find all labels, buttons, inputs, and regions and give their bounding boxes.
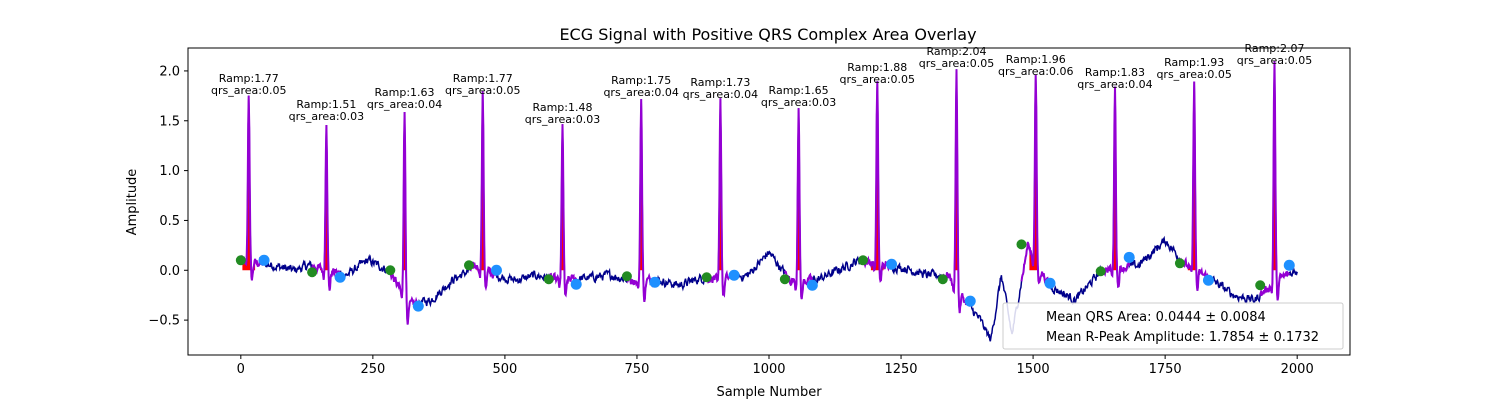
x-tick-label-1250: 1250 <box>884 362 917 377</box>
q-onset-marker-3 <box>385 265 396 276</box>
r-amp-annotation-5: Ramp:1.48 <box>532 101 592 114</box>
qrs-area-annotation-3: qrs_area:0.04 <box>367 98 442 111</box>
legend-entry-mean-qrs-area: Mean QRS Area: 0.0444 ± 0.0084 <box>1046 310 1266 325</box>
qrs-area-annotation-10: qrs_area:0.05 <box>919 57 994 70</box>
y-tick-label-1: 0.0 <box>159 264 180 279</box>
y-axis-ticks: −0.5 0.0 0.5 1.0 1.5 2.0 <box>148 64 188 329</box>
x-tick-label-1500: 1500 <box>1017 362 1050 377</box>
qrs-area-annotation-12: qrs_area:0.04 <box>1077 78 1152 91</box>
r-amp-annotation-13: Ramp:1.93 <box>1164 56 1224 69</box>
chart-title: ECG Signal with Positive QRS Complex Are… <box>559 25 976 44</box>
s-offset-marker-7 <box>728 269 740 281</box>
y-tick-label-3: 1.0 <box>159 164 180 179</box>
r-amp-annotation-12: Ramp:1.83 <box>1085 66 1145 79</box>
x-axis-ticks: 0 250 500 750 1000 1250 1500 1750 2000 <box>237 355 1314 377</box>
qrs-area-annotation-11: qrs_area:0.06 <box>998 65 1073 78</box>
y-axis-label: Amplitude <box>125 169 140 236</box>
qrs-area-annotation-9: qrs_area:0.05 <box>840 73 915 86</box>
q-onset-marker-14 <box>1255 280 1266 291</box>
qrs-area-fill-1 <box>242 95 256 271</box>
q-onset-marker-10 <box>937 274 948 285</box>
plot-area: Ramp:1.77qrs_area:0.05Ramp:1.51qrs_area:… <box>211 42 1312 342</box>
r-amp-annotation-8: Ramp:1.65 <box>769 84 829 97</box>
q-onset-marker-8 <box>779 274 790 285</box>
x-tick-label-750: 750 <box>625 362 650 377</box>
q-onset-marker-7 <box>701 272 712 283</box>
qrs-area-annotation-6: qrs_area:0.04 <box>603 86 678 99</box>
qrs-segment-1 <box>239 95 265 281</box>
qrs-area-annotation-1: qrs_area:0.05 <box>211 84 286 97</box>
q-onset-marker-2 <box>307 267 318 278</box>
q-onset-marker-12 <box>1095 266 1106 277</box>
x-tick-label-2000: 2000 <box>1281 362 1314 377</box>
q-onset-marker-11 <box>1016 239 1027 250</box>
r-amp-annotation-7: Ramp:1.73 <box>690 76 750 89</box>
qrs-segment-5 <box>547 124 577 298</box>
s-offset-marker-6 <box>649 276 661 288</box>
qrs-area-annotation-8: qrs_area:0.03 <box>761 96 836 109</box>
qrs-area-fill-11 <box>1029 74 1043 271</box>
r-amp-annotation-3: Ramp:1.63 <box>375 86 435 99</box>
s-offset-marker-4 <box>490 264 502 276</box>
legend: Mean QRS Area: 0.0444 ± 0.0084 Mean R-Pe… <box>1002 302 1344 350</box>
legend-box <box>1002 302 1344 350</box>
qrs-segment-3 <box>389 111 420 325</box>
s-offset-marker-3 <box>412 300 424 312</box>
y-tick-label-4: 1.5 <box>159 114 180 129</box>
x-axis-label: Sample Number <box>716 385 822 400</box>
s-offset-marker-10 <box>964 295 976 307</box>
legend-entry-mean-r-peak-amplitude: Mean R-Peak Amplitude: 1.7854 ± 0.1732 <box>1046 330 1319 345</box>
y-tick-label-0: −0.5 <box>148 314 180 329</box>
r-amp-annotation-11: Ramp:1.96 <box>1006 53 1066 66</box>
q-onset-marker-6 <box>621 271 632 282</box>
s-offset-marker-1 <box>258 254 270 266</box>
r-amp-annotation-9: Ramp:1.88 <box>847 61 907 74</box>
x-tick-label-1000: 1000 <box>752 362 785 377</box>
q-onset-marker-13 <box>1174 258 1185 269</box>
y-tick-label-5: 2.0 <box>159 64 180 79</box>
q-onset-marker-9 <box>858 255 869 266</box>
y-tick-label-2: 0.5 <box>159 214 180 229</box>
qrs-area-annotation-14: qrs_area:0.05 <box>1237 54 1312 67</box>
r-amp-annotation-2: Ramp:1.51 <box>296 98 356 111</box>
s-offset-marker-2 <box>334 271 346 283</box>
qrs-segment-14 <box>1259 61 1291 301</box>
qrs-area-annotation-7: qrs_area:0.04 <box>683 88 758 101</box>
r-amp-annotation-4: Ramp:1.77 <box>453 72 513 85</box>
x-tick-label-1750: 1750 <box>1149 362 1182 377</box>
s-offset-marker-12 <box>1123 251 1135 263</box>
q-onset-marker-4 <box>463 260 474 271</box>
x-tick-label-0: 0 <box>237 362 245 377</box>
qrs-area-annotation-5: qrs_area:0.03 <box>525 113 600 126</box>
s-offset-marker-14 <box>1283 259 1295 271</box>
s-offset-marker-9 <box>886 258 898 270</box>
qrs-area-annotation-2: qrs_area:0.03 <box>289 110 364 123</box>
qrs-area-annotation-4: qrs_area:0.05 <box>445 84 520 97</box>
q-onset-marker-5 <box>543 274 554 285</box>
s-offset-marker-11 <box>1044 277 1056 289</box>
q-onset-marker-1 <box>235 255 246 266</box>
qrs-area-annotation-13: qrs_area:0.05 <box>1156 68 1231 81</box>
qrs-segment-6 <box>625 99 656 302</box>
s-offset-marker-8 <box>806 279 818 291</box>
r-amp-annotation-1: Ramp:1.77 <box>219 72 279 85</box>
s-offset-marker-5 <box>570 278 582 290</box>
s-offset-marker-13 <box>1202 274 1214 286</box>
x-tick-label-250: 250 <box>360 362 385 377</box>
x-tick-label-500: 500 <box>492 362 517 377</box>
r-amp-annotation-6: Ramp:1.75 <box>611 74 671 87</box>
